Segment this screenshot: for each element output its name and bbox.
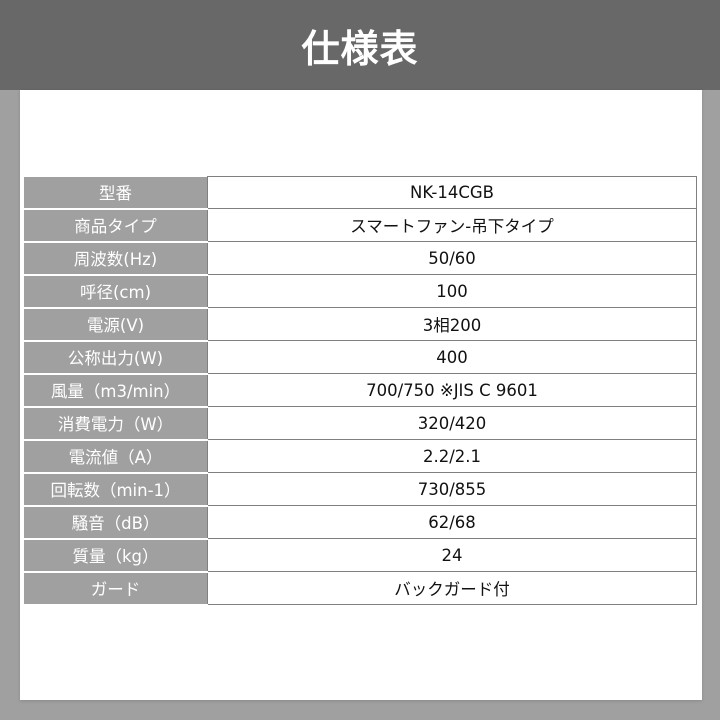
spec-row: ガード バックガード付 (24, 571, 697, 606)
spec-panel: 型番 NK-14CGB 商品タイプ スマートファン-吊下タイプ 周波数(Hz) 50/60… (20, 90, 702, 700)
spec-row: 騒音（dB） 62/68 (24, 505, 697, 540)
spec-row: 呼径(cm) 100 (24, 274, 697, 309)
spec-value: NK-14CGB (207, 176, 697, 209)
spec-row: 型番 NK-14CGB (24, 176, 697, 210)
spec-row: 商品タイプ スマートファン-吊下タイプ (24, 208, 697, 243)
spec-value: 730/855 (207, 472, 697, 506)
spec-value: 3相200 (207, 307, 697, 341)
spec-label: ガード (24, 571, 208, 606)
spec-value: 24 (207, 538, 697, 572)
spec-label: 消費電力（W） (24, 406, 208, 441)
spec-label: 騒音（dB） (24, 505, 208, 540)
spec-row: 消費電力（W） 320/420 (24, 406, 697, 441)
spec-value: 50/60 (207, 241, 697, 275)
spec-row: 周波数(Hz) 50/60 (24, 241, 697, 276)
spec-label: 質量（kg） (24, 538, 208, 573)
spec-value: スマートファン-吊下タイプ (207, 208, 697, 242)
spec-label: 公称出力(W) (24, 340, 208, 375)
spec-value: バックガード付 (207, 571, 697, 605)
spec-label: 風量（m3/min） (24, 373, 208, 408)
spec-label: 商品タイプ (24, 208, 208, 243)
spec-value: 2.2/2.1 (207, 439, 697, 473)
spec-value: 320/420 (207, 406, 697, 440)
spec-label: 呼径(cm) (24, 274, 208, 309)
spec-row: 回転数（min-1） 730/855 (24, 472, 697, 507)
spec-table: 型番 NK-14CGB 商品タイプ スマートファン-吊下タイプ 周波数(Hz) 50/60… (24, 176, 697, 606)
spec-value: 62/68 (207, 505, 697, 539)
spec-label: 電源(V) (24, 307, 208, 342)
spec-label: 周波数(Hz) (24, 241, 208, 276)
spec-label: 型番 (24, 176, 208, 210)
spec-row: 電源(V) 3相200 (24, 307, 697, 342)
spec-row: 電流値（A） 2.2/2.1 (24, 439, 697, 474)
spec-row: 風量（m3/min） 700/750 ※JIS C 9601 (24, 373, 697, 408)
spec-value: 700/750 ※JIS C 9601 (207, 373, 697, 407)
page-title: 仕様表 (301, 26, 419, 71)
header-bar: 仕様表 (0, 0, 720, 90)
spec-value: 400 (207, 340, 697, 374)
spec-value: 100 (207, 274, 697, 308)
spec-row: 公称出力(W) 400 (24, 340, 697, 375)
spec-row: 質量（kg） 24 (24, 538, 697, 573)
spec-label: 回転数（min-1） (24, 472, 208, 507)
spec-label: 電流値（A） (24, 439, 208, 474)
